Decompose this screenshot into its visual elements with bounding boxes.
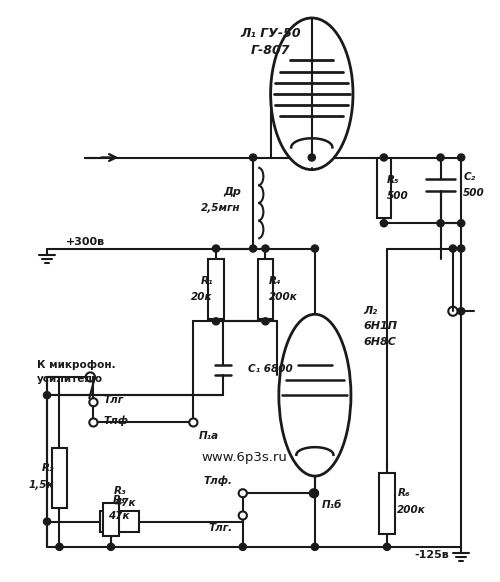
Bar: [102, 503, 119, 536]
Text: +300в: +300в: [66, 237, 104, 247]
Text: Л₂: Л₂: [364, 306, 378, 316]
Circle shape: [44, 518, 51, 525]
Text: 500: 500: [387, 191, 409, 201]
Text: C₂: C₂: [463, 172, 475, 182]
Text: -125в: -125в: [414, 550, 449, 560]
Circle shape: [239, 544, 246, 551]
Circle shape: [250, 245, 256, 252]
Text: 6Н8С: 6Н8С: [364, 336, 396, 346]
Circle shape: [384, 544, 390, 551]
Circle shape: [44, 392, 51, 399]
Circle shape: [308, 154, 316, 161]
Text: Др: Др: [223, 187, 240, 197]
Text: C₁ 6800: C₁ 6800: [248, 364, 292, 374]
Circle shape: [312, 245, 318, 252]
Circle shape: [250, 154, 256, 161]
Ellipse shape: [270, 18, 353, 169]
Circle shape: [450, 245, 456, 252]
Bar: [376, 158, 391, 218]
Circle shape: [380, 219, 388, 227]
Text: www.6p3s.ru: www.6p3s.ru: [202, 452, 288, 464]
Text: 20к: 20к: [192, 292, 213, 302]
Circle shape: [458, 308, 465, 315]
Text: Тлф: Тлф: [104, 415, 128, 425]
Bar: [208, 258, 224, 320]
Text: 200к: 200к: [268, 292, 298, 302]
Ellipse shape: [279, 314, 351, 476]
Circle shape: [212, 245, 220, 252]
Text: R₃: R₃: [113, 495, 126, 505]
Circle shape: [458, 154, 465, 161]
Text: П₁а: П₁а: [198, 431, 218, 441]
Bar: [100, 512, 139, 532]
Circle shape: [437, 154, 444, 161]
Text: R₁: R₁: [200, 276, 213, 286]
Text: R₄: R₄: [268, 276, 281, 286]
Text: 47к: 47к: [108, 510, 130, 520]
Text: Тлг.: Тлг.: [208, 523, 233, 533]
Text: Тлг: Тлг: [104, 395, 124, 405]
Circle shape: [312, 489, 318, 497]
Circle shape: [458, 219, 465, 227]
Text: 500: 500: [463, 188, 485, 198]
Bar: [52, 448, 67, 509]
Text: 2,5мгн: 2,5мгн: [201, 203, 240, 213]
Circle shape: [312, 544, 318, 551]
Text: R₂: R₂: [42, 463, 54, 473]
Circle shape: [108, 544, 114, 551]
Text: 1,5к: 1,5к: [29, 480, 54, 490]
Circle shape: [380, 154, 388, 161]
Text: R₆: R₆: [398, 488, 410, 498]
Bar: [258, 258, 273, 320]
Circle shape: [437, 219, 444, 227]
Circle shape: [262, 318, 269, 325]
Text: R₅: R₅: [387, 175, 400, 184]
Text: R₃: R₃: [114, 486, 126, 496]
Text: П₁б: П₁б: [322, 501, 342, 510]
Text: Л₁ ГУ-50: Л₁ ГУ-50: [240, 27, 301, 40]
Text: Г-807: Г-807: [251, 44, 290, 57]
Circle shape: [212, 318, 220, 325]
Circle shape: [56, 544, 63, 551]
Circle shape: [262, 245, 269, 252]
Text: 200к: 200к: [398, 505, 426, 516]
Bar: [380, 473, 394, 534]
Text: усилителю: усилителю: [37, 374, 103, 384]
Text: 47к: 47к: [114, 498, 136, 508]
Text: Тлф.: Тлф.: [204, 476, 233, 487]
Text: 6Н1П: 6Н1П: [364, 321, 398, 331]
Text: К микрофон.: К микрофон.: [37, 360, 116, 370]
Circle shape: [458, 245, 465, 252]
